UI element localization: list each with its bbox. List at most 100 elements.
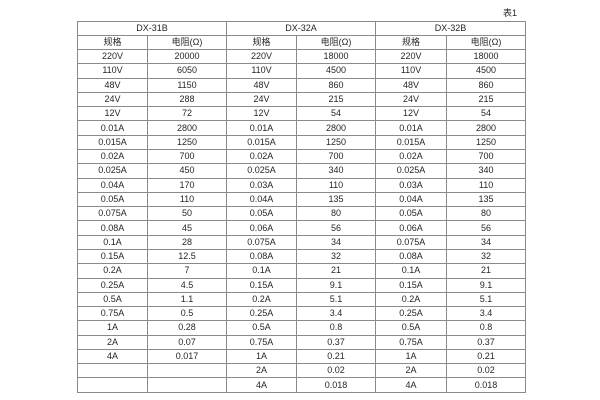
spec-cell: 48V [77,77,148,93]
resistance-cell: 110 [146,191,228,208]
table-body: 220V 20000 220V 18000 220V 18000 110V 6050 110V 4… [77,48,527,393]
spec-cell: 0.02A [375,148,448,165]
resistance-cell: 1250 [296,134,377,150]
table-row: 2A 0.02 2A 0.02 [77,363,527,379]
spec-cell: 0.075A [375,234,448,250]
resistance-cell: 4500 [296,63,377,79]
spec-cell: 24V [77,91,148,108]
resistance-cell: 28 [146,234,228,250]
spec-cell: 0.15A [77,248,148,265]
resistance-cell: 170 [146,177,228,193]
resistance-cell: 0.018 [446,377,527,393]
resistance-cell: 80 [296,206,377,222]
resistance-cell: 215 [296,91,377,108]
resistance-cell: 0.21 [296,348,377,365]
spec-cell: 220V [375,48,448,65]
resistance-cell: 54 [296,106,377,122]
spec-cell: 0.5A [375,320,448,336]
table-row: 0.015A 1250 0.015A 1250 0.015A 1250 [77,134,527,150]
table-row: 1A 0.28 0.5A 0.8 0.5A 0.8 [77,320,527,336]
resistance-cell: 0.018 [296,377,377,393]
spec-cell: 0.08A [77,220,148,236]
spec-cell: 0.03A [375,177,448,193]
spec-cell: 4A [77,348,148,365]
table-row: 0.075A 50 0.05A 80 0.05A 80 [77,206,527,222]
resistance-cell: 21 [296,263,377,279]
resistance-cell: 700 [146,148,228,165]
group-header-dx-32b: DX-32B [375,21,527,36]
table-row: 0.04A 170 0.03A 110 0.03A 110 [77,177,527,193]
table-row: 2A 0.07 0.75A 0.37 0.75A 0.37 [77,334,527,350]
col-header-resistance: 电阻(Ω) [446,35,527,50]
spec-cell: 220V [77,48,148,65]
resistance-cell: 135 [446,191,527,208]
col-header-spec: 规格 [375,35,448,50]
spec-cell: 0.04A [375,191,448,208]
col-header-resistance: 电阻(Ω) [146,35,228,50]
spec-cell: 0.015A [226,134,298,150]
resistance-cell: 1250 [146,134,228,150]
table-row: 220V 20000 220V 18000 220V 18000 [77,48,527,65]
resistance-cell: 56 [296,220,377,236]
resistance-cell: 700 [296,148,377,165]
resistance-cell: 18000 [446,48,527,65]
spec-cell: 0.1A [375,263,448,279]
resistance-cell: 45 [146,220,228,236]
resistance-cell: 12.5 [146,248,228,265]
col-header-spec: 规格 [77,35,148,50]
col-header-resistance: 电阻(Ω) [296,35,377,50]
spec-cell: 0.08A [375,248,448,265]
spec-cell: 0.06A [375,220,448,236]
resistance-cell: 0.28 [146,320,228,336]
spec-cell: 12V [77,106,148,122]
resistance-cell: 80 [446,206,527,222]
resistance-cell: 1150 [146,77,228,93]
spec-cell: 1A [375,348,448,365]
table-row: 110V 6050 110V 4500 110V 4500 [77,63,527,79]
spec-cell [77,363,148,379]
resistance-spec-table: DX-31B DX-32A DX-32B 规格 电阻(Ω) 规格 电阻(Ω) 规… [76,21,527,393]
spec-cell: 0.2A [77,263,148,279]
spec-cell: 12V [226,106,298,122]
spec-cell: 1A [226,348,298,365]
spec-cell: 110V [77,63,148,79]
resistance-cell [146,363,228,379]
resistance-cell: 700 [446,148,527,165]
spec-cell: 0.75A [375,334,448,350]
resistance-cell: 450 [146,163,228,179]
resistance-cell: 215 [446,91,527,108]
spec-cell: 0.15A [226,277,298,293]
spec-cell: 0.15A [375,277,448,293]
spec-cell: 0.25A [375,306,448,322]
spec-cell: 0.015A [77,134,148,150]
table-row: 0.05A 110 0.04A 135 0.04A 135 [77,191,527,208]
spec-cell: 0.075A [77,206,148,222]
resistance-cell: 1250 [446,134,527,150]
spec-cell: 0.2A [375,291,448,308]
resistance-cell: 1.1 [146,291,228,308]
resistance-cell: 860 [446,77,527,93]
resistance-cell: 18000 [296,48,377,65]
resistance-cell: 6050 [146,63,228,79]
resistance-cell: 2800 [446,120,527,136]
spec-cell: 220V [226,48,298,65]
spec-cell: 0.75A [226,334,298,350]
spec-cell: 110V [226,63,298,79]
resistance-cell: 135 [296,191,377,208]
resistance-cell [146,377,228,393]
resistance-cell: 4500 [446,63,527,79]
resistance-cell: 2800 [146,120,228,136]
table-row: 0.02A 700 0.02A 700 0.02A 700 [77,148,527,165]
resistance-cell: 5.1 [446,291,527,308]
table-caption: 表1 [502,8,517,18]
resistance-cell: 110 [296,177,377,193]
table-row: 48V 1150 48V 860 48V 860 [77,77,527,93]
spec-cell: 2A [226,363,298,379]
table-row: 12V 72 12V 54 12V 54 [77,106,527,122]
table-row: 0.75A 0.5 0.25A 3.4 0.25A 3.4 [77,306,527,322]
spec-cell: 4A [226,377,298,393]
spec-cell: 24V [375,91,448,108]
spec-cell: 0.2A [226,291,298,308]
table-row: 0.01A 2800 0.01A 2800 0.01A 2800 [77,120,527,136]
spec-cell: 0.1A [226,263,298,279]
